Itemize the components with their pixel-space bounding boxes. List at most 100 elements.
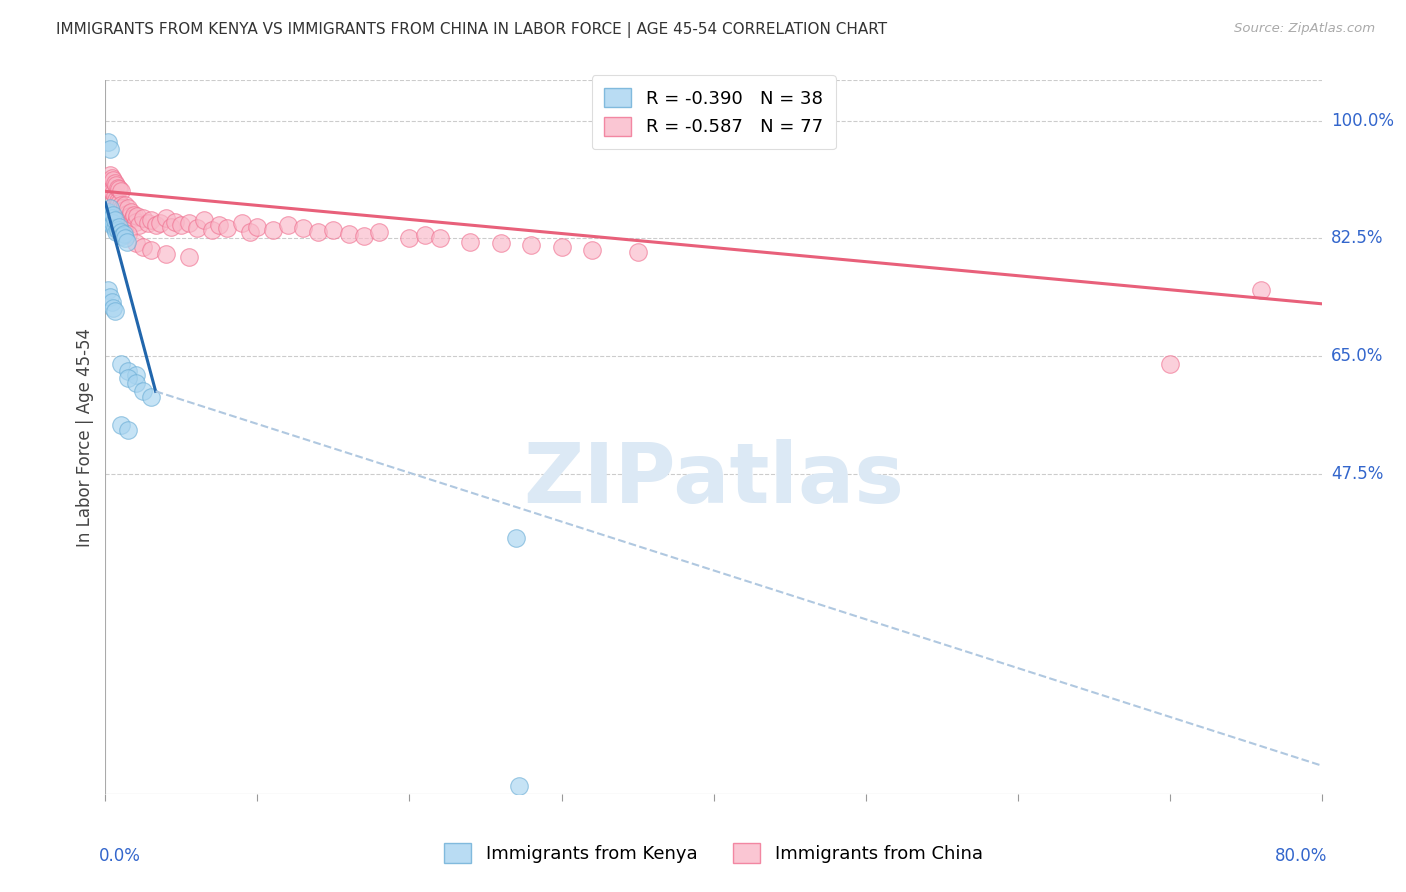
Point (132, 384, 155, 399)
Point (105, 225, 128, 239)
Point (97, 178, 120, 192)
Point (101, 173, 124, 187)
Point (107, 223, 129, 237)
Point (217, 221, 239, 235)
Point (107, 181, 129, 195)
Point (124, 208, 146, 222)
Point (118, 209, 141, 223)
Point (100, 211, 122, 226)
Point (103, 221, 125, 235)
Point (103, 303, 125, 318)
Point (520, 238, 543, 252)
Point (115, 206, 138, 220)
Point (368, 225, 391, 239)
Point (98, 201, 121, 215)
Point (581, 243, 603, 257)
Point (110, 185, 132, 199)
Point (139, 243, 162, 257)
Point (110, 417, 132, 432)
Point (165, 214, 187, 228)
Point (121, 211, 143, 226)
Point (246, 220, 269, 235)
Point (231, 216, 253, 230)
Point (117, 201, 139, 215)
Point (98, 168, 121, 182)
Point (108, 195, 131, 210)
Text: 80.0%: 80.0% (1275, 847, 1327, 865)
Point (132, 240, 155, 254)
Text: 47.5%: 47.5% (1331, 465, 1384, 483)
Point (117, 364, 139, 378)
Point (110, 198, 132, 212)
Point (505, 531, 527, 545)
Point (139, 390, 162, 404)
Point (177, 250, 200, 264)
Point (110, 225, 132, 239)
Point (508, 779, 530, 793)
Point (112, 227, 135, 241)
Point (307, 225, 329, 239)
Point (98, 214, 121, 228)
Text: IMMIGRANTS FROM KENYA VS IMMIGRANTS FROM CHINA IN LABOR FORCE | AGE 45-54 CORREL: IMMIGRANTS FROM KENYA VS IMMIGRANTS FROM… (56, 22, 887, 38)
Point (101, 208, 124, 222)
Point (107, 194, 129, 209)
Point (177, 216, 200, 230)
Point (125, 368, 148, 383)
Point (159, 220, 181, 235)
Point (117, 423, 139, 437)
Point (128, 218, 150, 232)
Point (110, 357, 132, 371)
Point (111, 201, 134, 215)
Point (413, 228, 436, 243)
Point (108, 218, 131, 232)
Point (489, 236, 512, 251)
Point (96, 211, 118, 226)
Point (186, 221, 208, 235)
Point (105, 178, 128, 192)
Text: Source: ZipAtlas.com: Source: ZipAtlas.com (1234, 22, 1375, 36)
Point (127, 209, 149, 223)
Point (125, 236, 148, 251)
Point (292, 221, 315, 235)
Point (105, 213, 128, 227)
Point (117, 371, 139, 385)
Point (1250, 283, 1272, 297)
Point (208, 218, 231, 232)
Point (100, 218, 122, 232)
Point (145, 218, 167, 232)
Point (322, 223, 344, 237)
Point (96, 174, 118, 188)
Point (103, 176, 125, 190)
Point (337, 227, 360, 241)
Point (170, 218, 193, 232)
Y-axis label: In Labor Force | Age 45-54: In Labor Force | Age 45-54 (76, 327, 94, 547)
Point (239, 225, 262, 239)
Point (125, 376, 148, 391)
Point (149, 216, 172, 230)
Legend: Immigrants from Kenya, Immigrants from China: Immigrants from Kenya, Immigrants from C… (437, 836, 990, 871)
Point (97, 204, 120, 219)
Point (108, 182, 131, 196)
Text: 0.0%: 0.0% (100, 847, 141, 865)
Point (458, 235, 481, 249)
Point (262, 223, 284, 237)
Text: 65.0%: 65.0% (1331, 347, 1384, 366)
Text: ZIPatlas: ZIPatlas (523, 440, 904, 520)
Point (193, 213, 215, 227)
Point (353, 229, 375, 244)
Point (101, 216, 124, 230)
Point (550, 240, 572, 254)
Point (114, 198, 136, 212)
Point (100, 185, 122, 199)
Point (155, 247, 177, 261)
Point (101, 186, 124, 201)
Point (101, 209, 124, 223)
Point (120, 204, 142, 219)
Point (626, 244, 648, 259)
Point (112, 202, 135, 217)
Point (96, 206, 118, 220)
Point (100, 170, 122, 185)
Point (103, 213, 125, 227)
Point (398, 231, 420, 245)
Point (108, 220, 131, 235)
